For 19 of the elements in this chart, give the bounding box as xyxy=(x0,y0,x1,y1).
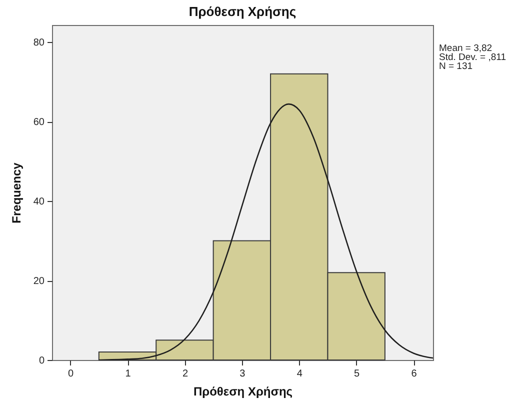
y-axis-title: Frequency xyxy=(9,162,24,224)
x-tick-label: 5 xyxy=(354,368,360,380)
x-axis-title: Πρόθεση Χρήσης xyxy=(193,384,293,398)
y-tick-label: 60 xyxy=(33,117,45,128)
x-tick-label: 1 xyxy=(125,368,132,380)
chart-title: Πρόθεση Χρήσης xyxy=(188,4,296,19)
x-tick-label: 3 xyxy=(240,368,246,380)
text: N = 131 xyxy=(439,61,473,72)
x-tick-label: 4 xyxy=(296,368,303,380)
y-tick-label: 40 xyxy=(33,196,45,208)
x-tick-label: 0 xyxy=(68,368,74,380)
y-tick-label: 0 xyxy=(38,356,45,366)
line-series xyxy=(98,103,433,360)
text: Std. Dev. = ,811 xyxy=(439,52,506,63)
y-tick-label: 80 xyxy=(33,38,45,49)
text: Mean = 3,82 xyxy=(439,43,492,54)
x-tick-label: 6 xyxy=(411,368,418,380)
y-tick-label: 20 xyxy=(33,276,45,288)
x-tick-label: 2 xyxy=(182,368,188,380)
